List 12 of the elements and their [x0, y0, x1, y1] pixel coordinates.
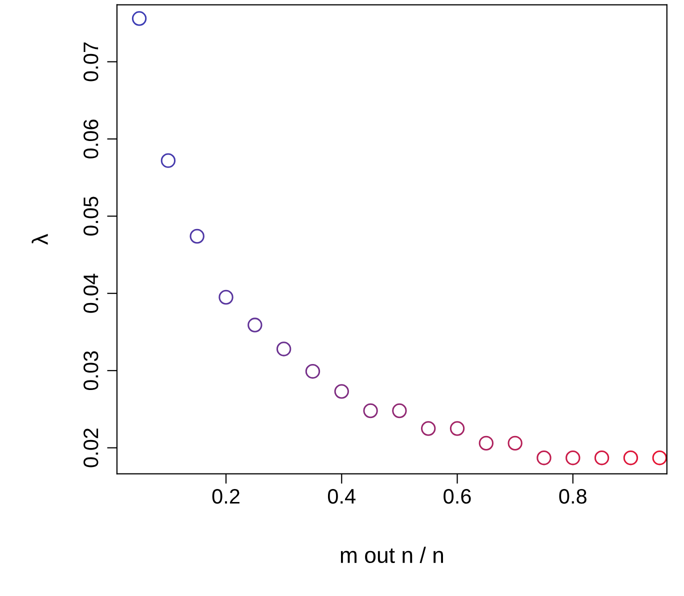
- y-tick-label: 0.02: [84, 428, 98, 468]
- x-tick-label: 0.6: [444, 488, 471, 504]
- y-tick-label: 0.06: [84, 120, 98, 158]
- y-tick-label: 0.07: [84, 42, 98, 82]
- y-tick-label: 0.05: [84, 196, 98, 236]
- y-axis-title: λ: [32, 234, 48, 245]
- x-tick-label: 0.8: [559, 488, 586, 504]
- y-tick-label: 0.04: [84, 274, 98, 313]
- x-tick-label: 0.4: [328, 488, 356, 504]
- x-axis-title: m out n / n: [340, 546, 443, 564]
- x-tick-label: 0.2: [212, 488, 240, 504]
- y-tick-label: 0.03: [84, 351, 98, 390]
